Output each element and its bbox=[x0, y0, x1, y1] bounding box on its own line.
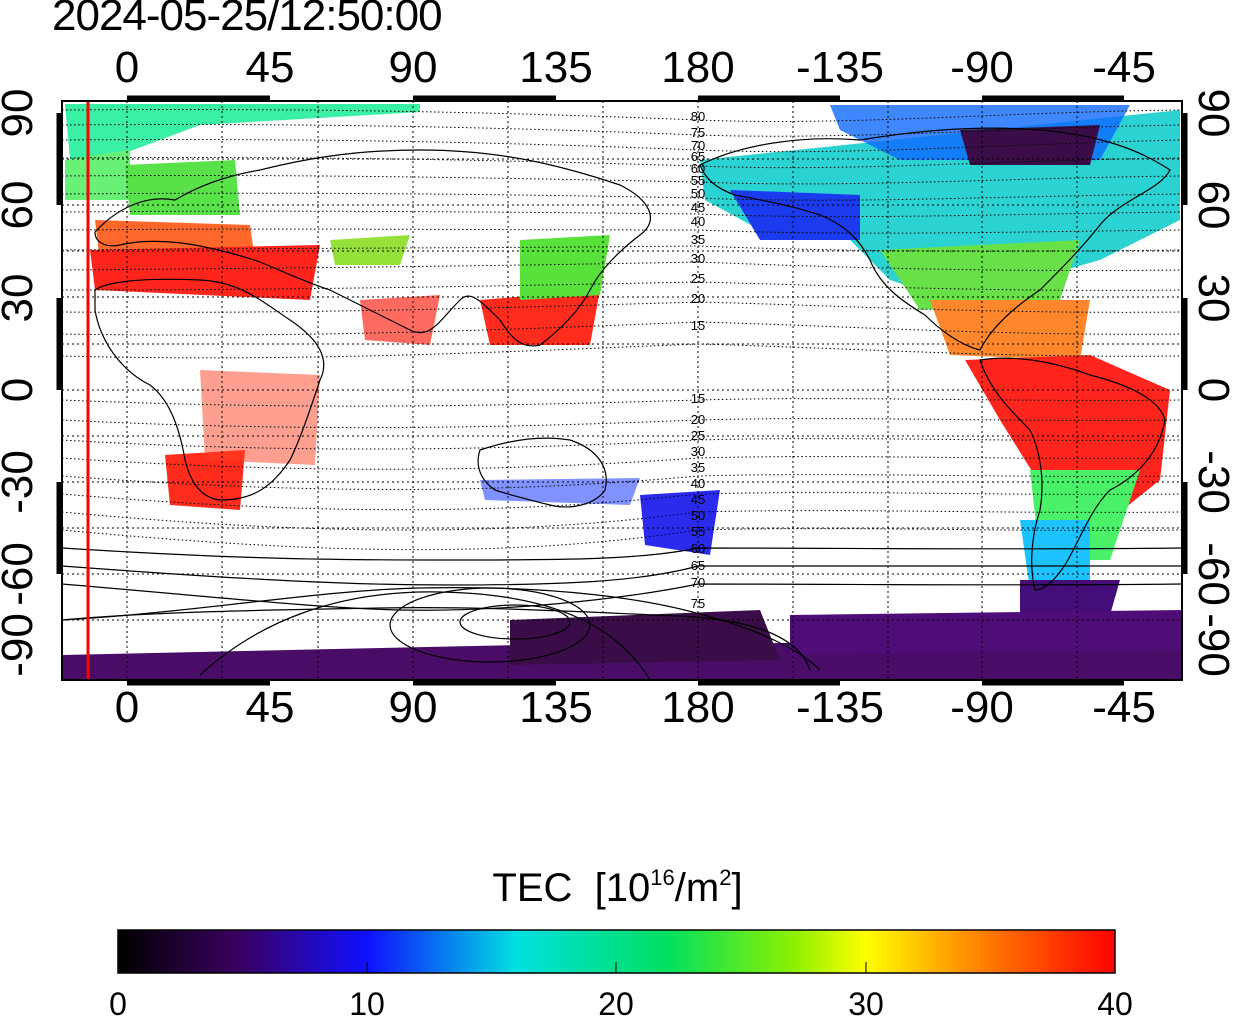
contour-label: 70 bbox=[691, 138, 705, 153]
contour-label: 65 bbox=[691, 149, 705, 164]
top-lon-tick: 180 bbox=[661, 43, 735, 92]
contour-label: 30 bbox=[691, 444, 705, 459]
colorbar-unit-mid: /m bbox=[674, 866, 720, 910]
bottom-lon-tick: 90 bbox=[388, 683, 438, 732]
contour-label: 40 bbox=[691, 214, 705, 229]
colorbar-unit-prefix: [10 bbox=[594, 866, 651, 910]
colorbar-tick-label: 30 bbox=[848, 986, 884, 1022]
contour-label: 25 bbox=[691, 428, 705, 443]
top-lon-tick: -45 bbox=[1092, 43, 1156, 92]
colorbar-tick-label: 0 bbox=[109, 986, 127, 1022]
contour-label: 35 bbox=[691, 460, 705, 475]
colorbar-title: TEC [1016/m2] bbox=[0, 865, 1235, 910]
bottom-lon-tick: 135 bbox=[519, 683, 593, 732]
contour-label: 75 bbox=[691, 125, 705, 140]
bottom-lon-tick: 0 bbox=[114, 683, 140, 732]
contour-labels: 8075706560555045403530252015152025303540… bbox=[691, 109, 705, 611]
colorbar-unit-suffix: ] bbox=[731, 866, 743, 910]
contour-label: 30 bbox=[691, 251, 705, 266]
contour-label: 25 bbox=[691, 271, 705, 286]
contour-label: 70 bbox=[691, 575, 705, 590]
top-lon-tick: 90 bbox=[388, 43, 438, 92]
contour-label: 45 bbox=[691, 492, 705, 507]
contour-label: 20 bbox=[691, 412, 705, 427]
contour-label: 80 bbox=[691, 109, 705, 124]
contour-label: 50 bbox=[691, 508, 705, 523]
frame-ticks bbox=[56, 95, 1188, 686]
contour-label: 20 bbox=[691, 291, 705, 306]
magnetic-contours bbox=[62, 108, 1182, 551]
top-lon-tick: 0 bbox=[114, 43, 140, 92]
colorbar-title-quantity: TEC bbox=[492, 866, 573, 910]
bottom-lon-tick: -90 bbox=[950, 683, 1014, 732]
south-pole-contours bbox=[62, 547, 1182, 680]
bottom-lon-tick: -45 bbox=[1092, 683, 1156, 732]
contour-label: 60 bbox=[691, 541, 705, 556]
tec-data-patches bbox=[62, 104, 1182, 680]
contour-label: 45 bbox=[691, 200, 705, 215]
top-lon-tick: -90 bbox=[950, 43, 1014, 92]
coastlines bbox=[62, 127, 1171, 671]
colorbar-unit-exponent: 16 bbox=[650, 865, 675, 890]
contour-label: 50 bbox=[691, 186, 705, 201]
colorbar-unit-exponent-2: 2 bbox=[719, 865, 732, 890]
bottom-lon-tick: 180 bbox=[661, 683, 735, 732]
contour-label: 15 bbox=[691, 391, 705, 406]
contour-label: 35 bbox=[691, 232, 705, 247]
contour-label: 40 bbox=[691, 476, 705, 491]
contour-label: 15 bbox=[691, 318, 705, 333]
map-frame bbox=[61, 100, 1183, 681]
top-lon-tick: -135 bbox=[795, 43, 885, 92]
top-lon-tick: 45 bbox=[245, 43, 295, 92]
colorbar-tick-label: 10 bbox=[349, 986, 385, 1022]
timestamp-title: 2024-05-25/12:50:00 bbox=[52, 0, 443, 40]
top-lon-tick: 135 bbox=[519, 43, 593, 92]
contour-label: 55 bbox=[691, 173, 705, 188]
contour-label: 55 bbox=[691, 524, 705, 539]
contour-label: 75 bbox=[691, 596, 705, 611]
colorbar-ticks bbox=[366, 962, 867, 973]
colorbar-tick-label: 20 bbox=[598, 986, 634, 1022]
contour-label: 60 bbox=[691, 161, 705, 176]
contour-label: 65 bbox=[691, 558, 705, 573]
bottom-lon-tick: 45 bbox=[245, 683, 295, 732]
colorbar-tick-label: 40 bbox=[1097, 986, 1133, 1022]
bottom-lon-tick: -135 bbox=[795, 683, 885, 732]
